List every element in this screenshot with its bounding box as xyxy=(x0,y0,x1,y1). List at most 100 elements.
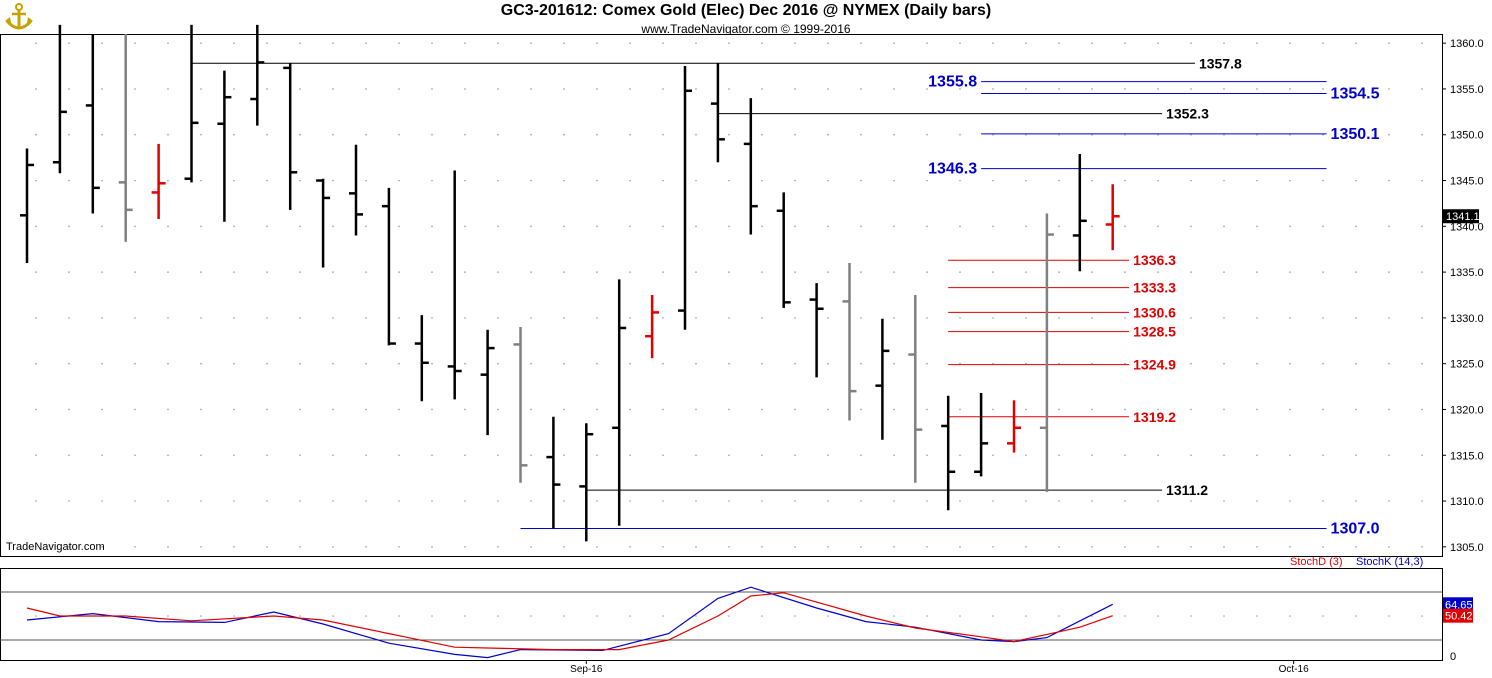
grid-dot xyxy=(266,454,268,457)
grid-dot xyxy=(431,500,433,502)
grid-dot xyxy=(1223,133,1225,136)
grid-dot xyxy=(794,225,796,228)
grid-dot xyxy=(1223,88,1225,90)
grid-dot xyxy=(596,500,598,502)
grid-dot xyxy=(1124,225,1126,228)
grid-dot xyxy=(167,88,169,90)
grid-dot xyxy=(233,408,235,411)
grid-dot xyxy=(167,454,169,457)
grid-dot xyxy=(101,88,103,90)
grid-dot xyxy=(893,317,895,319)
grid-dot xyxy=(101,133,103,136)
stochastic-lines xyxy=(26,586,1113,659)
grid-dot xyxy=(1091,362,1093,365)
grid-dot xyxy=(1124,546,1126,548)
grid-dot xyxy=(728,42,730,44)
grid-dot xyxy=(299,317,301,319)
grid-dot xyxy=(629,179,631,182)
ohlc-bar xyxy=(447,170,462,400)
grid-dot xyxy=(200,454,202,457)
grid-dot xyxy=(794,454,796,457)
grid-dot xyxy=(596,271,598,273)
grid-dot xyxy=(1124,615,1126,617)
grid-dot xyxy=(992,500,994,502)
y-tick-label: 1360.0 xyxy=(1450,38,1484,50)
grid-dot xyxy=(134,42,136,44)
grid-dot xyxy=(1355,454,1357,457)
grid-dot xyxy=(1157,133,1159,136)
grid-dot xyxy=(1289,500,1291,502)
grid-dot xyxy=(431,546,433,548)
grid-dot xyxy=(1322,408,1324,411)
grid-dot xyxy=(662,500,664,502)
grid-dot xyxy=(200,317,202,319)
grid-dot xyxy=(332,317,334,319)
grid-dot xyxy=(959,42,961,44)
grid-dot xyxy=(1058,88,1060,90)
y-tick-label: 1335.0 xyxy=(1450,267,1484,279)
grid-dot xyxy=(629,42,631,44)
grid-dot xyxy=(563,546,565,548)
grid-dot xyxy=(332,454,334,457)
ohlc-bar xyxy=(151,143,166,219)
grid-dot xyxy=(926,317,928,319)
stochd-last-box xyxy=(1443,608,1473,623)
grid-dot xyxy=(266,88,268,90)
grid-dot xyxy=(992,408,994,411)
grid-dot xyxy=(233,454,235,457)
grid-dot xyxy=(530,546,532,548)
grid-dot xyxy=(1124,133,1126,136)
grid-dot xyxy=(926,454,928,457)
grid-dot xyxy=(563,42,565,44)
grid-dot xyxy=(1256,271,1258,273)
y-tick-label: 1330.0 xyxy=(1450,313,1484,325)
ohlc-bar xyxy=(1039,213,1054,492)
grid-dot xyxy=(1025,133,1027,136)
grid-dot xyxy=(431,225,433,228)
grid-dot xyxy=(629,362,631,365)
grid-dot xyxy=(134,454,136,457)
ohlc-bar xyxy=(381,187,396,346)
grid-dot xyxy=(134,88,136,90)
grid-dot xyxy=(1322,179,1324,182)
grid-dot xyxy=(596,615,598,617)
grid-dot xyxy=(233,88,235,90)
grid-dot xyxy=(332,271,334,273)
grid-dot xyxy=(431,42,433,44)
grid-dot xyxy=(695,615,697,617)
grid-dot xyxy=(398,271,400,273)
grid-dot xyxy=(365,362,367,365)
ohlc-bar xyxy=(283,63,298,210)
grid-dot xyxy=(365,271,367,273)
grid-dot xyxy=(101,408,103,411)
grid-dot xyxy=(1388,615,1390,617)
grid-dot xyxy=(134,362,136,365)
grid-dot xyxy=(1289,42,1291,44)
grid-dot xyxy=(1025,179,1027,182)
grid-dot xyxy=(1421,179,1423,182)
grid-dot xyxy=(926,271,928,273)
ohlc-bars xyxy=(20,24,1120,542)
level-label: 1311.2 xyxy=(1166,482,1208,498)
grid-dot xyxy=(1289,362,1291,365)
grid-dot xyxy=(299,42,301,44)
grid-dot xyxy=(332,362,334,365)
grid-dot xyxy=(761,133,763,136)
y-tick-label: 1355.0 xyxy=(1450,84,1484,96)
grid-dot xyxy=(629,225,631,228)
grid-dot xyxy=(101,454,103,457)
grid-dot xyxy=(1289,408,1291,411)
chart-title: GC3-201612: Comex Gold (Elec) Dec 2016 @… xyxy=(500,2,992,19)
grid-dot xyxy=(1157,500,1159,502)
grid-dot xyxy=(860,500,862,502)
grid-dot xyxy=(992,88,994,90)
grid-dot xyxy=(926,546,928,548)
grid-dot xyxy=(266,317,268,319)
grid-dot xyxy=(1124,362,1126,365)
ohlc-bar xyxy=(1105,184,1120,251)
grid-dot xyxy=(1289,271,1291,273)
grid-dot xyxy=(1322,225,1324,228)
grid-dot xyxy=(926,408,928,411)
ohlc-bar xyxy=(546,416,561,529)
grid-dot xyxy=(629,271,631,273)
